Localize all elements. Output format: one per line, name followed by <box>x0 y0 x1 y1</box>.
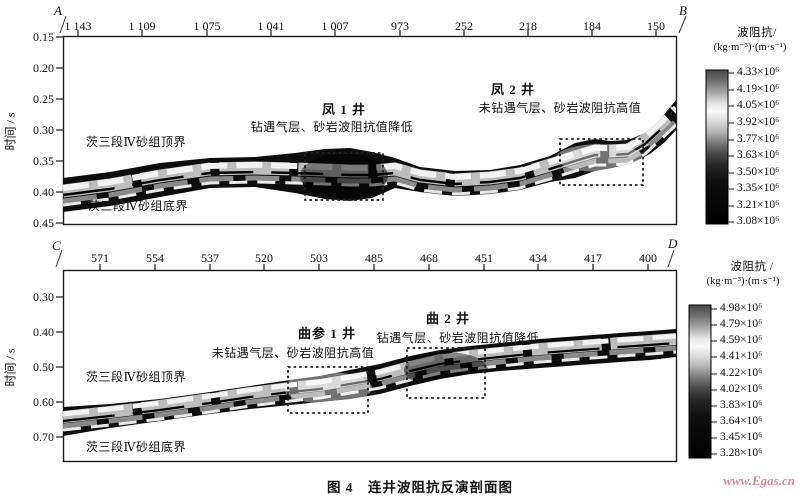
x-tick-label: 1 075 <box>193 19 221 33</box>
x-tick-label: 468 <box>420 251 438 265</box>
x-tick-label: 554 <box>146 251 164 265</box>
high-impedance-light-patch <box>284 372 372 404</box>
y-tick-label: 0.15 <box>33 30 54 44</box>
bottom-panel-y-ticks <box>56 296 63 438</box>
colorbar-title: 波阻抗 / <box>730 261 774 273</box>
horizon-bottom-label: 茨三段Ⅳ砂组底界 <box>86 440 186 454</box>
horizon-bottom-label: 茨三段Ⅳ砂组底界 <box>88 199 188 213</box>
x-tick-label: 485 <box>365 251 383 265</box>
colorbar-tick-label: 3.28×10⁶ <box>720 447 763 459</box>
x-tick-label: 417 <box>584 251 602 265</box>
colorbar-tick-label: 3.77×10⁶ <box>737 133 780 145</box>
x-tick-label: 520 <box>255 251 273 265</box>
section-endpoint-b: B <box>679 3 687 18</box>
y-tick-label: 0.20 <box>33 61 54 75</box>
x-tick-label: 1 109 <box>128 19 156 33</box>
x-tick-label: 503 <box>310 251 328 265</box>
y-tick-label: 0.70 <box>33 430 54 444</box>
well-label-qushen1: 曲参 1 井 <box>297 326 357 341</box>
x-tick-label: 1 007 <box>321 19 349 33</box>
colorbar-tick-label: 3.83×10⁶ <box>720 399 763 411</box>
well2-highlight-box <box>406 347 486 399</box>
horizon-top-label: 茨三段Ⅳ砂组顶界 <box>86 370 186 384</box>
well-note-qu2: 钻遇气层、砂岩波阻抗值降低 <box>376 331 540 345</box>
colorbar-tick-label: 4.22×10⁶ <box>720 367 763 379</box>
y-tick-label: 0.50 <box>33 360 54 374</box>
x-tick-label: 252 <box>455 19 473 33</box>
colorbar-tick-label: 4.33×10⁶ <box>737 66 780 78</box>
well-note-qushen1: 未钻遇气层、砂岩波阻抗高值 <box>211 346 375 360</box>
well-label-feng2: 凤 2 井 <box>490 82 536 97</box>
y-tick-label: 0.30 <box>33 123 54 137</box>
y-tick-label: 0.60 <box>33 395 54 409</box>
colorbar-tick-label: 4.05×10⁶ <box>737 99 780 111</box>
colorbar-top <box>705 69 734 225</box>
x-tick-label: 537 <box>201 251 219 265</box>
y-tick-label: 0.30 <box>33 290 54 304</box>
top-panel-x-ticks <box>77 30 657 37</box>
gas-anomaly-dark-patch <box>300 154 388 198</box>
colorbar-units: (kg·m⁻³)·(m·s⁻¹) <box>706 276 780 287</box>
y-tick-label: 0.40 <box>33 185 54 199</box>
x-tick-label: 451 <box>475 251 493 265</box>
y-tick-label: 0.35 <box>33 154 54 168</box>
section-endpoint-a: A <box>54 3 62 18</box>
colorbar-tick-label: 3.08×10⁶ <box>737 215 780 227</box>
x-tick-label: 434 <box>529 251 547 265</box>
high-impedance-light-patch <box>556 144 644 172</box>
y-axis-label-time: 时间 / s <box>3 348 18 387</box>
bottom-panel-x-ticks <box>99 264 649 271</box>
colorbar-tick-label: 4.19×10⁶ <box>737 83 780 95</box>
well-label-qu2: 曲 2 井 <box>425 311 471 326</box>
section-endpoint-d: D <box>668 236 678 251</box>
colorbar-tick-label: 3.64×10⁶ <box>720 415 763 427</box>
colorbar-tick-label: 4.98×10⁶ <box>720 302 763 314</box>
horizon-top-label: 茨三段Ⅳ砂组顶界 <box>86 135 186 149</box>
x-tick-label: 1 041 <box>257 19 285 33</box>
colorbar-tick-label: 3.21×10⁶ <box>737 199 780 211</box>
top-panel-y-ticks <box>56 36 63 224</box>
colorbar-tick-label: 4.79×10⁶ <box>720 318 763 330</box>
top-seismic-band <box>63 100 676 212</box>
y-tick-label: 0.40 <box>33 325 54 339</box>
x-tick-label: 1 143 <box>64 19 92 33</box>
x-tick-label: 184 <box>583 19 601 33</box>
colorbar-units: (kg·m⁻³)·(m·s⁻¹) <box>713 42 787 53</box>
colorbar-tick-label: 3.45×10⁶ <box>720 431 763 443</box>
figure-caption: 图 4 连井波阻抗反演剖面图 <box>326 480 514 495</box>
well-note-feng2: 未钻遇气层、砂岩波阻抗高值 <box>478 101 642 115</box>
x-tick-label: 218 <box>519 19 537 33</box>
well-label-feng1: 凤 1 井 <box>321 102 367 117</box>
y-axis-label-time: 时间 / s <box>3 112 18 151</box>
x-tick-label: 150 <box>647 19 665 33</box>
colorbar-tick-label: 4.59×10⁶ <box>720 334 763 346</box>
colorbar-tick-label: 3.92×10⁶ <box>737 116 780 128</box>
well-note-feng1: 钻遇气层、砂岩波阻抗值降低 <box>250 120 414 134</box>
well2-highlight-box <box>559 138 644 186</box>
colorbar-tick-label: 3.35×10⁶ <box>737 182 780 194</box>
colorbar-tick-label: 3.50×10⁶ <box>737 166 780 178</box>
colorbar-tick-label: 4.02×10⁶ <box>720 383 763 395</box>
colorbar-tick-label: 4.41×10⁶ <box>720 350 763 362</box>
x-tick-label: 571 <box>91 251 109 265</box>
x-tick-label: 400 <box>639 251 657 265</box>
x-tick-label: 973 <box>391 19 409 33</box>
watermark: www.Egas.cn <box>723 473 795 488</box>
y-tick-label: 0.25 <box>33 92 54 106</box>
colorbar-bottom <box>688 304 717 459</box>
well1-highlight-box <box>287 366 369 414</box>
colorbar-tick-label: 3.63×10⁶ <box>737 149 780 161</box>
well1-highlight-box <box>304 152 384 201</box>
colorbar-title: 波阻抗/ <box>737 27 777 39</box>
section-endpoint-c: C <box>52 238 61 253</box>
y-tick-label: 0.45 <box>33 216 54 230</box>
